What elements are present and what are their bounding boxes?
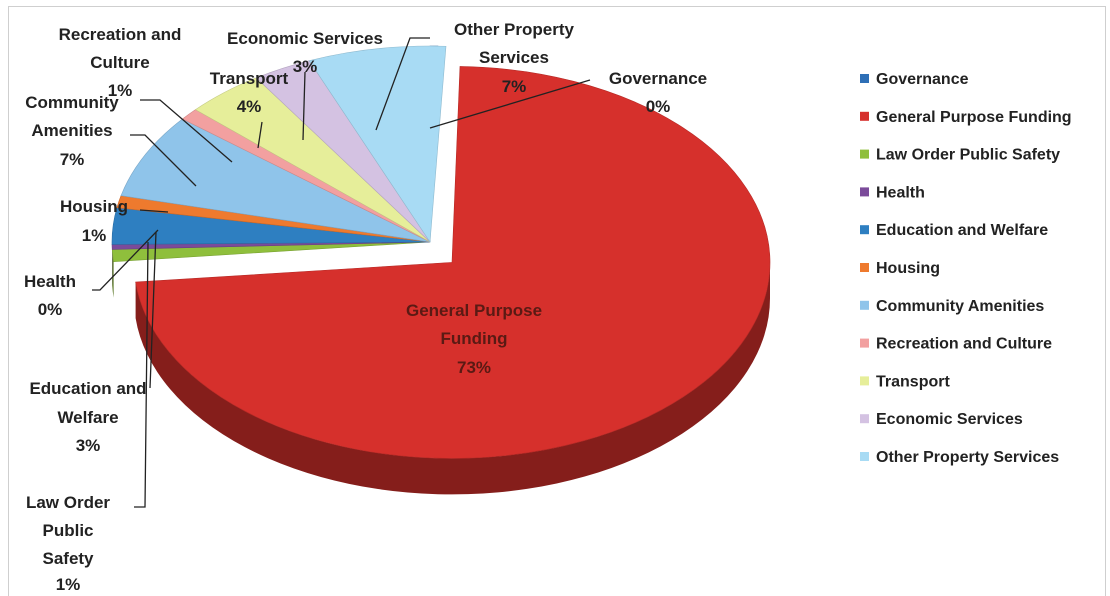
legend-label-economic-services: Economic Services [876, 411, 1023, 428]
legend-label-transport: Transport [876, 373, 950, 390]
legend-swatch-education-and-welfare [860, 225, 869, 234]
legend-label-governance: Governance [876, 71, 969, 88]
label-transport-name: Transport [210, 69, 289, 88]
legend-swatch-other-property-services [860, 452, 869, 461]
legend-swatch-recreation-and-culture [860, 339, 869, 348]
label-law-order-pct: 1% [56, 575, 81, 591]
label-education-pct: 3% [76, 436, 101, 455]
legend-swatch-law-order-public-safety [860, 150, 869, 159]
legend-label-housing: Housing [876, 260, 940, 277]
label-community-name-1: Community [25, 93, 119, 112]
label-economic-pct: 3% [293, 57, 318, 76]
legend-swatch-community-amenities [860, 301, 869, 310]
legend-label-general-purpose-funding: General Purpose Funding [876, 109, 1072, 126]
legend-label-recreation-and-culture: Recreation and Culture [876, 336, 1052, 353]
label-education-name-1: Education and [29, 379, 146, 398]
label-gpf-name-2: Funding [440, 329, 507, 348]
label-education-name-2: Welfare [57, 408, 118, 427]
legend-swatch-economic-services [860, 414, 869, 423]
label-recreation-name-1: Recreation and [59, 25, 182, 44]
legend-swatch-health [860, 187, 869, 196]
legend-label-health: Health [876, 184, 925, 201]
label-governance-name: Governance [609, 69, 707, 88]
legend-label-education-and-welfare: Education and Welfare [876, 222, 1048, 239]
legend: Governance General Purpose Funding Law Ord… [860, 71, 1072, 466]
label-gpf-name-1: General Purpose [406, 301, 542, 320]
legend-label-community-amenities: Community Amenities [876, 298, 1044, 315]
pie-layer [112, 46, 770, 494]
label-recreation-name-2: Culture [90, 53, 150, 72]
label-law-order-name-1: Law Order [26, 493, 110, 512]
label-law-order-name-2: Public [42, 521, 93, 540]
label-gpf-pct: 73% [457, 358, 491, 377]
legend-swatch-transport [860, 376, 869, 385]
label-housing-name: Housing [60, 197, 128, 216]
label-economic-name: Economic Services [227, 29, 383, 48]
label-health-name: Health [24, 272, 76, 291]
legend-swatch-governance [860, 74, 869, 83]
legend-swatch-housing [860, 263, 869, 272]
legend-label-other-property-services: Other Property Services [876, 449, 1059, 466]
label-health-pct: 0% [38, 300, 63, 319]
label-law-order-name-3: Safety [42, 549, 94, 568]
label-transport-pct: 4% [237, 97, 262, 116]
label-other-property-name-1: Other Property [454, 20, 575, 39]
label-community-pct: 7% [60, 150, 85, 169]
legend-swatch-general-purpose-funding [860, 112, 869, 121]
label-other-property-pct: 7% [502, 77, 527, 96]
label-other-property-name-2: Services [479, 48, 549, 67]
label-housing-pct: 1% [82, 226, 107, 245]
label-governance-pct: 0% [646, 97, 671, 116]
label-community-name-2: Amenities [31, 121, 112, 140]
legend-label-law-order-public-safety: Law Order Public Safety [876, 147, 1060, 164]
